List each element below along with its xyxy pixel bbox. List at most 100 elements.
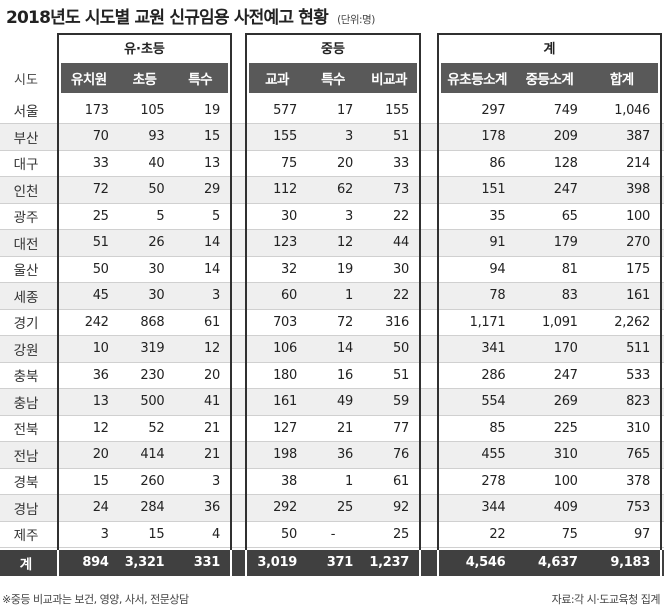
table-cell: 106 (273, 341, 297, 357)
region-label: 인천 (13, 183, 39, 200)
row-background (0, 388, 664, 415)
table-cell: 65 (561, 208, 578, 224)
table-cell: 577 (273, 102, 297, 118)
region-label: 경기 (13, 316, 39, 333)
table-cell: 51 (393, 367, 409, 383)
table-cell: 128 (553, 155, 578, 171)
table-cell: 35 (489, 208, 506, 224)
table-cell: 26 (148, 235, 165, 251)
table-cell: 85 (489, 420, 506, 436)
table-cell: 344 (481, 500, 506, 516)
region-label: 경남 (13, 501, 39, 518)
table-cell: 175 (626, 261, 650, 277)
table-cell: 247 (553, 182, 578, 198)
table-cell: 50 (281, 526, 297, 542)
total-cell: 4,637 (538, 555, 578, 570)
table-cell: 78 (489, 288, 506, 304)
total-cell: 3,321 (124, 555, 165, 570)
table-cell: 25 (393, 526, 409, 542)
table-cell: 341 (481, 341, 506, 357)
table-cell: 554 (481, 394, 506, 410)
table-cell: 284 (140, 500, 165, 516)
table-cell: 62 (337, 182, 353, 198)
table-cell: 5 (212, 208, 220, 224)
row-separator (0, 255, 664, 257)
table-cell: 59 (393, 394, 409, 410)
group-divider (245, 549, 247, 576)
region-label: 경북 (13, 475, 39, 492)
table-cell: 3 (100, 526, 109, 542)
table-cell: 73 (393, 182, 409, 198)
table-cell: 45 (92, 288, 109, 304)
table-cell: 15 (148, 526, 165, 542)
column-header: 초등 (132, 72, 157, 88)
table-cell: 60 (281, 288, 297, 304)
table-cell: 823 (626, 394, 650, 410)
region-label: 부산 (13, 130, 39, 147)
region-label: 서울 (13, 104, 39, 121)
table-cell: 292 (273, 500, 297, 516)
table-cell: 1 (345, 288, 353, 304)
total-cell: 1,237 (369, 555, 409, 570)
region-label: 충남 (13, 395, 39, 412)
table-cell: 20 (92, 447, 109, 463)
unit-label: (단위:명) (337, 14, 375, 26)
table-cell: 17 (337, 102, 353, 118)
table-cell: 12 (92, 420, 109, 436)
table-cell: 10 (92, 341, 109, 357)
table-cell: - (330, 526, 336, 542)
row-background (0, 176, 664, 203)
table-cell: 36 (204, 500, 220, 516)
row-separator (0, 467, 664, 469)
table-cell: 5 (156, 208, 165, 224)
table-cell: 198 (273, 447, 297, 463)
table-cell: 297 (481, 102, 506, 118)
total-cell: 894 (82, 555, 109, 570)
region-label: 세종 (13, 289, 39, 306)
table-cell: 209 (553, 129, 578, 145)
table-cell: 93 (148, 129, 165, 145)
table-cell: 3 (345, 129, 353, 145)
column-header: 유초등소계 (447, 72, 507, 88)
row-background (0, 282, 664, 309)
table-cell: 409 (553, 500, 578, 516)
table-cell: 76 (393, 447, 409, 463)
table-cell: 12 (337, 235, 353, 251)
table-cell: 14 (204, 261, 220, 277)
table-cell: 72 (337, 314, 353, 330)
table-cell: 868 (140, 314, 165, 330)
table-cell: 3 (212, 288, 220, 304)
total-cell: 331 (193, 555, 221, 570)
table-cell: 25 (92, 208, 109, 224)
table-cell: 214 (626, 155, 650, 171)
table-cell: 49 (337, 394, 353, 410)
total-row-background (0, 549, 664, 576)
column-header: 합계 (609, 72, 634, 88)
table-cell: 51 (92, 235, 109, 251)
group-divider (419, 549, 421, 576)
table-cell: 13 (92, 394, 109, 410)
table-cell: 30 (393, 261, 409, 277)
table-cell: 703 (273, 314, 297, 330)
table-cell: 70 (92, 129, 109, 145)
table-cell: 3 (212, 473, 220, 489)
table-cell: 32 (281, 261, 297, 277)
group-frame (245, 33, 421, 550)
column-header: 유치원 (70, 72, 107, 88)
total-cell: 4,546 (465, 555, 506, 570)
table-cell: 100 (553, 473, 578, 489)
region-label: 강원 (13, 342, 39, 359)
table-cell: 1,091 (541, 314, 578, 330)
footnote: ※중등 비교과는 보건, 영양, 사서, 전문상담 (2, 593, 189, 606)
table-cell: 72 (92, 182, 109, 198)
region-label: 광주 (13, 210, 39, 227)
table-cell: 22 (393, 288, 409, 304)
table-cell: 765 (626, 447, 650, 463)
table-cell: 15 (92, 473, 109, 489)
table-cell: 155 (273, 129, 297, 145)
group-divider (57, 549, 59, 576)
table-cell: 44 (393, 235, 409, 251)
table-cell: 310 (553, 447, 578, 463)
table-cell: 75 (281, 155, 297, 171)
row-separator (0, 308, 664, 310)
